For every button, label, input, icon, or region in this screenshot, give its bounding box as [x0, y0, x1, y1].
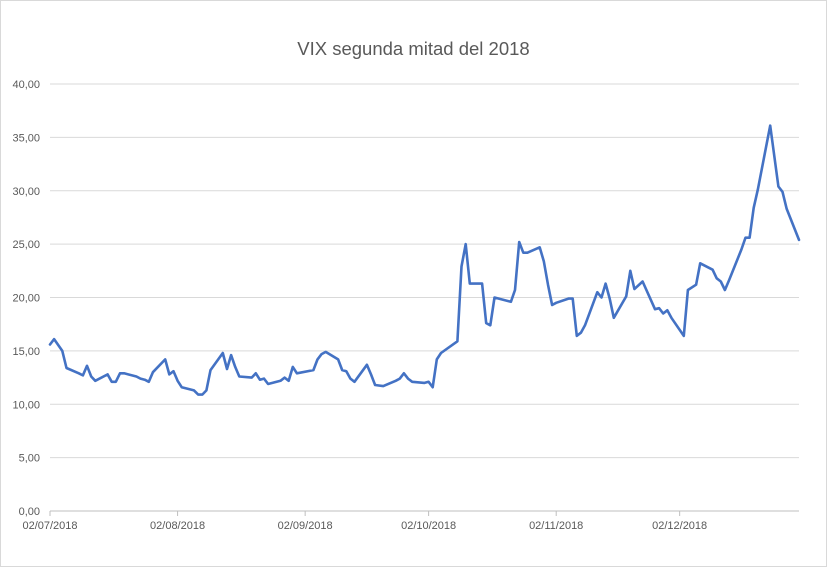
x-tick-label: 02/09/2018 [278, 520, 333, 532]
y-tick-label: 5,00 [19, 453, 40, 465]
chart-title: VIX segunda mitad del 2018 [297, 38, 530, 59]
series-line [48, 124, 801, 396]
x-tick-label: 02/07/2018 [22, 520, 77, 532]
y-tick-label: 30,00 [12, 186, 40, 198]
y-tick-label: 35,00 [12, 132, 40, 144]
x-tick-label: 02/11/2018 [529, 520, 583, 532]
x-tick-label: 02/10/2018 [401, 520, 456, 532]
y-tick-label: 15,00 [12, 346, 40, 358]
y-tick-label: 10,00 [12, 399, 40, 411]
y-tick-label: 40,00 [12, 79, 40, 91]
x-tick-label: 02/08/2018 [150, 520, 205, 532]
x-tick-label: 02/12/2018 [652, 520, 707, 532]
y-tick-label: 0,00 [19, 506, 40, 518]
y-tick-label: 25,00 [12, 239, 40, 251]
y-tick-label: 20,00 [12, 293, 40, 305]
